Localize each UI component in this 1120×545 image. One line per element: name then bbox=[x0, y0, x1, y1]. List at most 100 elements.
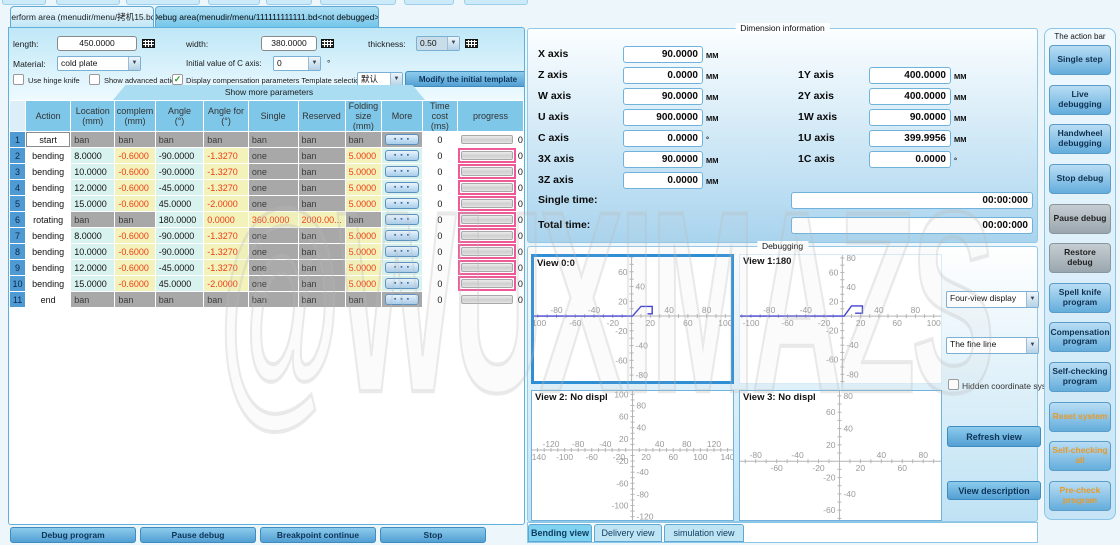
value-cell[interactable]: 45.0000 bbox=[155, 276, 204, 291]
value-cell[interactable]: ban bbox=[298, 132, 345, 147]
value-cell[interactable]: 5.0000 bbox=[345, 228, 382, 243]
tab-simulation-view[interactable]: simulation view bbox=[664, 524, 744, 542]
more-button[interactable]: ▪ ▪ ▪ bbox=[385, 150, 419, 161]
tab-delivery-view[interactable]: Delivery view bbox=[594, 524, 662, 542]
value-cell[interactable]: -45.0000 bbox=[155, 180, 204, 195]
value-cell[interactable]: -1.3270 bbox=[204, 148, 248, 163]
value-cell[interactable]: 45.0000 bbox=[155, 196, 204, 211]
value-cell[interactable]: ban bbox=[115, 132, 155, 147]
c-axis-initial-select[interactable]: 0 ▼ bbox=[273, 56, 321, 71]
value-cell[interactable]: -90.0000 bbox=[155, 228, 204, 243]
live-debugging-button[interactable]: Live debugging bbox=[1049, 84, 1111, 115]
value-cell[interactable]: ban bbox=[298, 276, 345, 291]
value-cell[interactable]: -1.3270 bbox=[204, 244, 248, 259]
value-cell[interactable]: -45.0000 bbox=[155, 260, 204, 275]
view-3[interactable]: View 3: No displ -60 -20 20 60 -80 -40 40 80 60 2… bbox=[739, 390, 942, 521]
chevron-down-icon[interactable]: ▼ bbox=[390, 73, 402, 86]
value-cell[interactable]: -0.6000 bbox=[115, 228, 155, 243]
row-number-cell[interactable]: 10 bbox=[10, 276, 26, 291]
value-cell[interactable]: -1.3270 bbox=[204, 228, 248, 243]
value-cell[interactable]: ban bbox=[71, 132, 115, 147]
value-cell[interactable]: 5.0000 bbox=[345, 180, 382, 195]
action-cell[interactable]: start bbox=[26, 132, 71, 147]
value-cell[interactable]: -0.6000 bbox=[115, 180, 155, 195]
compensation-program-button[interactable]: Compensation program bbox=[1049, 322, 1111, 353]
value-cell[interactable]: -0.6000 bbox=[115, 164, 155, 179]
value-cell[interactable]: ban bbox=[115, 292, 155, 307]
action-cell[interactable]: bending bbox=[26, 148, 71, 163]
tab-perform-area[interactable]: Perform area (menudir/menu/拷机15.bd) bbox=[10, 6, 154, 27]
value-cell[interactable]: 5.0000 bbox=[345, 196, 382, 211]
length-input[interactable]: 450.0000 bbox=[57, 36, 137, 51]
more-button[interactable]: ▪ ▪ ▪ bbox=[385, 246, 419, 257]
value-cell[interactable]: ban bbox=[345, 212, 382, 227]
single-step-button[interactable]: Single step bbox=[1049, 45, 1111, 75]
value-cell[interactable]: -2.0000 bbox=[204, 196, 248, 211]
pre-check-program-button[interactable]: Pre-check program bbox=[1049, 480, 1111, 511]
more-button[interactable]: ▪ ▪ ▪ bbox=[385, 198, 419, 209]
row-number-cell[interactable]: 6 bbox=[10, 212, 26, 227]
pause-debug-button[interactable]: Pause debug bbox=[140, 527, 256, 543]
value-cell[interactable]: ban bbox=[345, 132, 382, 147]
value-cell[interactable]: 5.0000 bbox=[345, 260, 382, 275]
value-cell[interactable]: ban bbox=[155, 292, 204, 307]
width-input[interactable]: 380.0000 bbox=[261, 36, 317, 51]
row-number-cell[interactable]: 3 bbox=[10, 164, 26, 179]
more-button[interactable]: ▪ ▪ ▪ bbox=[385, 230, 419, 241]
action-cell[interactable]: bending bbox=[26, 260, 71, 275]
view-0[interactable]: View 0:0 -100 -60 -20 20 60 100 -80 -40 40 80 60 20… bbox=[531, 254, 734, 384]
breakpoint-continue-button[interactable]: Breakpoint continue bbox=[260, 527, 376, 543]
action-cell[interactable]: bending bbox=[26, 164, 71, 179]
value-cell[interactable]: ban bbox=[115, 212, 155, 227]
value-cell[interactable]: 15.0000 bbox=[71, 196, 115, 211]
value-cell[interactable]: 12.0000 bbox=[71, 180, 115, 195]
row-number-cell[interactable]: 1 bbox=[10, 132, 26, 147]
self-checking-program-button[interactable]: Self-checking program bbox=[1049, 362, 1111, 392]
value-cell[interactable]: ban bbox=[298, 260, 345, 275]
more-button[interactable]: ▪ ▪ ▪ bbox=[385, 214, 419, 225]
view-description-button[interactable]: View description bbox=[947, 481, 1041, 500]
value-cell[interactable]: ban bbox=[155, 132, 204, 147]
value-cell[interactable]: 10.0000 bbox=[71, 244, 115, 259]
view-2[interactable]: View 2: No displ -140 -100 -60 -20 20 60 100 14… bbox=[531, 390, 734, 521]
value-cell[interactable]: -1.3270 bbox=[204, 260, 248, 275]
more-button[interactable]: ▪ ▪ ▪ bbox=[385, 294, 419, 305]
value-cell[interactable]: ban bbox=[298, 228, 345, 243]
handwheel-debugging-button[interactable]: Handwheel debugging bbox=[1049, 124, 1111, 155]
view-mode-select[interactable]: Four-view display ▼ bbox=[946, 291, 1039, 308]
keyboard-icon[interactable] bbox=[142, 39, 155, 48]
chevron-down-icon[interactable]: ▼ bbox=[1026, 338, 1038, 353]
value-cell[interactable]: ban bbox=[298, 244, 345, 259]
more-button[interactable]: ▪ ▪ ▪ bbox=[385, 278, 419, 289]
value-cell[interactable]: -0.6000 bbox=[115, 148, 155, 163]
action-cell[interactable]: bending bbox=[26, 244, 71, 259]
more-button[interactable]: ▪ ▪ ▪ bbox=[385, 182, 419, 193]
value-cell[interactable]: ban bbox=[298, 164, 345, 179]
value-cell[interactable]: 12.0000 bbox=[71, 260, 115, 275]
value-cell[interactable]: 8.0000 bbox=[71, 148, 115, 163]
row-number-cell[interactable]: 7 bbox=[10, 228, 26, 243]
value-cell[interactable]: one bbox=[248, 164, 298, 179]
value-cell[interactable]: ban bbox=[345, 292, 382, 307]
value-cell[interactable]: one bbox=[248, 244, 298, 259]
value-cell[interactable]: ban bbox=[298, 292, 345, 307]
show-advanced-checkbox[interactable] bbox=[89, 74, 100, 85]
value-cell[interactable]: -90.0000 bbox=[155, 244, 204, 259]
keyboard-icon[interactable] bbox=[321, 39, 334, 48]
action-cell[interactable]: bending bbox=[26, 276, 71, 291]
row-number-cell[interactable]: 2 bbox=[10, 148, 26, 163]
value-cell[interactable]: one bbox=[248, 148, 298, 163]
value-cell[interactable]: 0.0000 bbox=[204, 212, 248, 227]
value-cell[interactable]: 10.0000 bbox=[71, 164, 115, 179]
action-cell[interactable]: bending bbox=[26, 196, 71, 211]
value-cell[interactable]: -0.6000 bbox=[115, 244, 155, 259]
value-cell[interactable]: ban bbox=[71, 212, 115, 227]
action-cell[interactable]: rotating bbox=[26, 212, 71, 227]
value-cell[interactable]: one bbox=[248, 260, 298, 275]
row-number-cell[interactable]: 8 bbox=[10, 244, 26, 259]
row-number-cell[interactable]: 9 bbox=[10, 260, 26, 275]
modify-initial-template-button[interactable]: Modify the initial template bbox=[405, 71, 524, 87]
chevron-down-icon[interactable]: ▼ bbox=[308, 57, 320, 70]
value-cell[interactable]: ban bbox=[298, 196, 345, 211]
stop-button[interactable]: Stop bbox=[380, 527, 486, 543]
